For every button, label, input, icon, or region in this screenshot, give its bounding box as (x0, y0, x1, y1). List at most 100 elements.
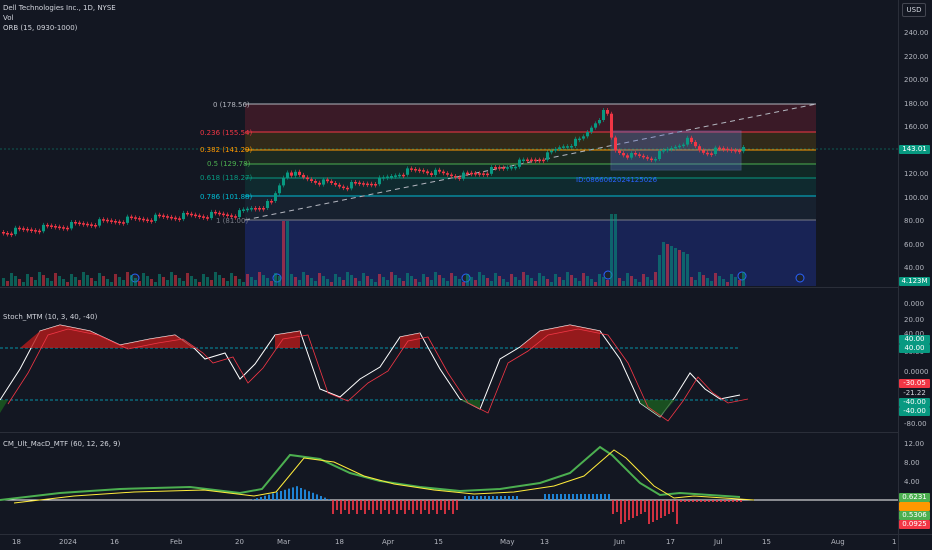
candle-body (570, 146, 573, 148)
candle-body (514, 166, 517, 169)
candle-body (678, 145, 681, 148)
macd-legend[interactable]: CM_Ult_MacD_MTF (60, 12, 26, 9) (3, 440, 121, 448)
candle-body (674, 146, 677, 149)
stoch-legend[interactable]: Stoch_MTM (10, 3, 40, -40) (3, 313, 98, 321)
volume-bar (546, 279, 549, 286)
volume-bar (6, 281, 9, 286)
macd-hist-bar (424, 500, 426, 510)
candle-body (662, 150, 665, 152)
volume-bar (230, 273, 233, 286)
volume-bar (22, 282, 25, 286)
macd-hist-bar (372, 500, 374, 514)
candle-body (630, 153, 633, 158)
candle-body (386, 176, 389, 179)
macd-hist-bar (660, 500, 662, 518)
macd-hist-bar (736, 500, 738, 502)
candle-body (94, 225, 97, 227)
candle-body (334, 183, 337, 185)
macd-hist-bar (688, 500, 690, 502)
candle-body (646, 157, 649, 159)
volume-bar (630, 276, 633, 286)
vol-legend[interactable]: Vol (3, 14, 14, 22)
orb-legend[interactable]: ORB (15, 0930-1000) (3, 24, 78, 32)
volume-bar (574, 278, 577, 286)
pane-separator-2[interactable] (0, 432, 932, 433)
candle-body (414, 169, 417, 171)
volume-bar (138, 281, 141, 286)
candle-body (650, 158, 653, 161)
fib-label-1: 1 (81.00) (216, 217, 249, 225)
macd-hist-bar (576, 494, 578, 500)
stoch-chart[interactable] (0, 309, 898, 431)
macd-hist-bar (356, 500, 358, 514)
candle-body (10, 233, 13, 236)
macd-chart[interactable] (0, 433, 898, 533)
stoch-k-line (0, 324, 741, 418)
volume-bar (634, 279, 637, 286)
volume-bar (2, 278, 5, 286)
candle-body (518, 159, 521, 167)
volume-bar (590, 279, 593, 286)
volume-bar (26, 274, 29, 286)
pane-separator-1[interactable] (0, 287, 932, 288)
volume-bar (650, 280, 653, 286)
candle-body (466, 172, 469, 175)
candle-body (202, 216, 205, 218)
macd-hist-bar (328, 499, 330, 500)
stoch-tag: -40.00 (899, 398, 930, 407)
candle-body (702, 150, 705, 153)
stoch-tag: -21.22 (899, 389, 930, 398)
macd-hist-bar (368, 500, 370, 510)
volume-bar (218, 275, 221, 286)
candle-body (134, 217, 137, 219)
candle-body (306, 177, 309, 180)
price-chart[interactable] (0, 0, 898, 304)
candle-body (546, 152, 549, 160)
candle-body (670, 148, 673, 150)
macd-hist-bar (408, 500, 410, 510)
volume-tag: 4.123M (899, 277, 930, 286)
volume-bar (402, 281, 405, 286)
macd-hist-bar (492, 496, 494, 500)
macd-hist-bar (672, 500, 674, 512)
candle-body (390, 176, 393, 178)
macd-pane[interactable] (0, 433, 898, 533)
candle-body (538, 159, 541, 162)
volume-bar (394, 275, 397, 286)
macd-hist-bar (452, 500, 454, 514)
candle-body (454, 176, 457, 178)
candle-body (22, 228, 25, 230)
price-pane[interactable] (0, 0, 898, 304)
symbol-legend[interactable]: Dell Technologies Inc., 1D, NYSE (3, 4, 116, 12)
volume-bar (670, 246, 673, 286)
volume-bar (258, 272, 261, 286)
volume-bar (678, 250, 681, 286)
time-axis-label: Feb (170, 538, 183, 546)
candle-body (34, 230, 37, 232)
candle-body (458, 177, 461, 179)
candle-body (738, 150, 741, 153)
candle-body (230, 215, 233, 217)
macd-hist-bar (320, 496, 322, 500)
stoch-fill (275, 331, 300, 348)
macd-hist-bar (712, 500, 714, 502)
time-axis-label: 17 (666, 538, 675, 546)
volume-bar (86, 275, 89, 286)
candle-body (142, 218, 145, 221)
macd-hist-bar (344, 500, 346, 510)
candle-body (482, 173, 485, 175)
stoch-axis-label: 20.00 (904, 316, 925, 324)
candle-body (586, 132, 589, 137)
candle-body (506, 167, 509, 169)
macd-hist-bar (352, 500, 354, 510)
price-axis-label: 200.00 (904, 76, 929, 84)
macd-hist-bar (632, 500, 634, 518)
stoch-pane[interactable] (0, 309, 898, 431)
candle-body (342, 186, 345, 189)
volume-bar (494, 273, 497, 286)
time-axis-label: 20 (235, 538, 244, 546)
price-axis[interactable] (898, 0, 932, 550)
currency-button[interactable]: USD (902, 3, 926, 17)
macd-hist-bar (364, 500, 366, 514)
candle-body (14, 227, 17, 235)
